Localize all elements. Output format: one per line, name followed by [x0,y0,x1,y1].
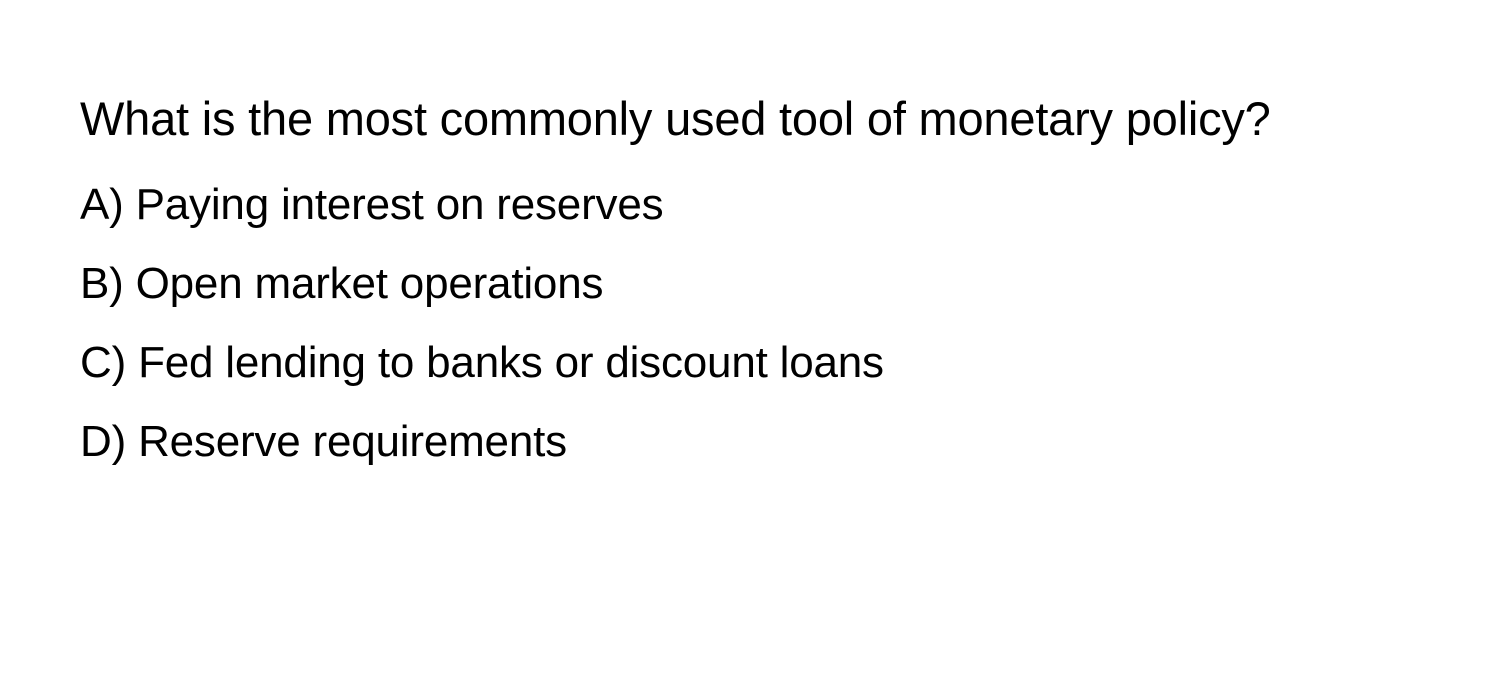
option-a: A) Paying interest on reserves [80,176,1420,233]
option-d: D) Reserve requirements [80,413,1420,470]
options-list: A) Paying interest on reserves B) Open m… [80,176,1420,471]
option-label: D) [80,417,126,466]
option-c: C) Fed lending to banks or discount loan… [80,334,1420,391]
option-text: Fed lending to banks or discount loans [138,338,884,387]
option-text: Paying interest on reserves [136,180,664,229]
question-block: What is the most commonly used tool of m… [0,0,1500,470]
option-text: Reserve requirements [138,417,567,466]
option-text: Open market operations [136,259,604,308]
question-text: What is the most commonly used tool of m… [80,80,1420,158]
option-b: B) Open market operations [80,255,1420,312]
option-label: B) [80,259,124,308]
option-label: C) [80,338,126,387]
option-label: A) [80,180,124,229]
